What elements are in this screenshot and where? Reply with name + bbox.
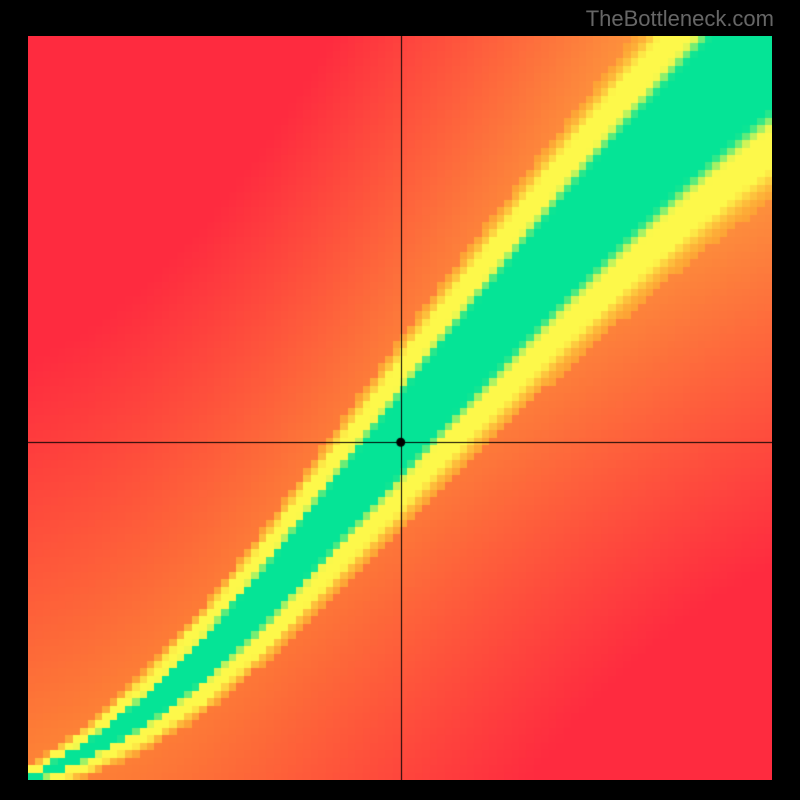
heatmap-container: TheBottleneck.com	[0, 0, 800, 800]
crosshair-overlay	[28, 36, 772, 780]
watermark-text: TheBottleneck.com	[586, 6, 774, 32]
